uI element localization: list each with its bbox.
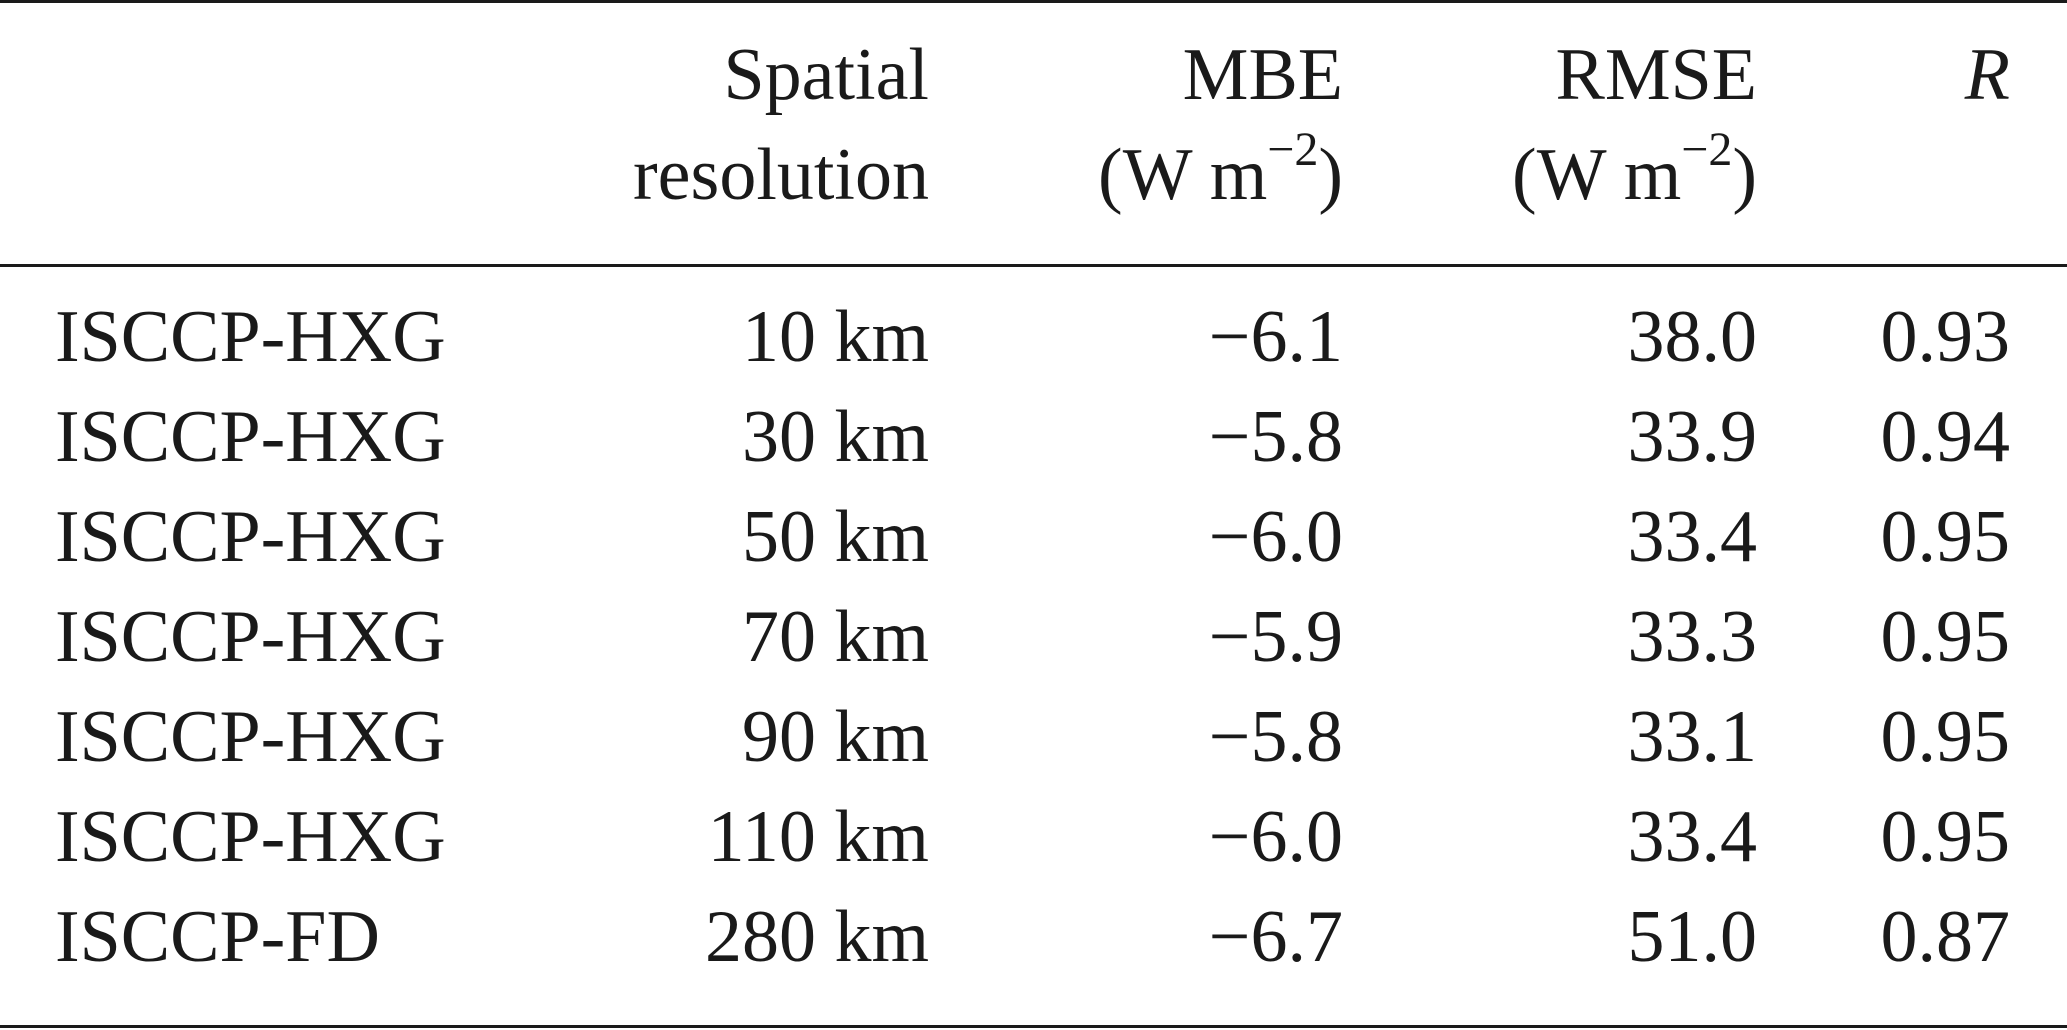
header-resolution-line2: resolution [633,134,929,216]
row-name: ISCCP-HXG [55,596,446,678]
row-mbe: −5.8 [1208,396,1343,478]
row-r: 0.87 [1880,896,2011,978]
row-r: 0.93 [1880,296,2011,378]
row-resolution: 90 km [741,696,929,778]
row-resolution: 10 km [741,296,929,378]
row-resolution: 280 km [704,896,929,978]
row-mbe: −6.7 [1208,896,1343,978]
row-resolution: 70 km [741,596,929,678]
row-mbe: −6.1 [1208,296,1343,378]
row-name: ISCCP-HXG [55,396,446,478]
row-mbe: −5.8 [1208,696,1343,778]
bottom-rule [0,1025,2067,1028]
row-resolution: 30 km [741,396,929,478]
header-mbe-unit: (W m−2) [1098,123,1343,216]
row-r: 0.95 [1880,596,2011,678]
row-r: 0.95 [1880,696,2011,778]
header-rmse: RMSE [1555,34,1757,116]
row-mbe: −5.9 [1208,596,1343,678]
row-rmse: 33.1 [1627,696,1758,778]
row-name: ISCCP-FD [55,896,380,978]
row-rmse: 33.3 [1627,596,1758,678]
row-name: ISCCP-HXG [55,296,446,378]
header-rmse-unit: (W m−2) [1512,123,1757,216]
header-mbe: MBE [1182,34,1343,116]
header-rule [0,264,2067,267]
row-name: ISCCP-HXG [55,796,446,878]
row-mbe: −6.0 [1208,496,1343,578]
header-r: R [1964,34,2010,116]
row-rmse: 33.4 [1627,496,1758,578]
top-rule [0,0,2067,3]
row-resolution: 110 km [707,796,929,878]
row-rmse: 38.0 [1627,296,1758,378]
row-rmse: 33.9 [1627,396,1758,478]
row-mbe: −6.0 [1208,796,1343,878]
header-resolution-line1: Spatial [723,34,929,116]
row-r: 0.95 [1880,496,2011,578]
row-r: 0.94 [1880,396,2011,478]
row-rmse: 33.4 [1627,796,1758,878]
row-name: ISCCP-HXG [55,696,446,778]
row-r: 0.95 [1880,796,2011,878]
row-rmse: 51.0 [1627,896,1758,978]
row-name: ISCCP-HXG [55,496,446,578]
row-resolution: 50 km [741,496,929,578]
